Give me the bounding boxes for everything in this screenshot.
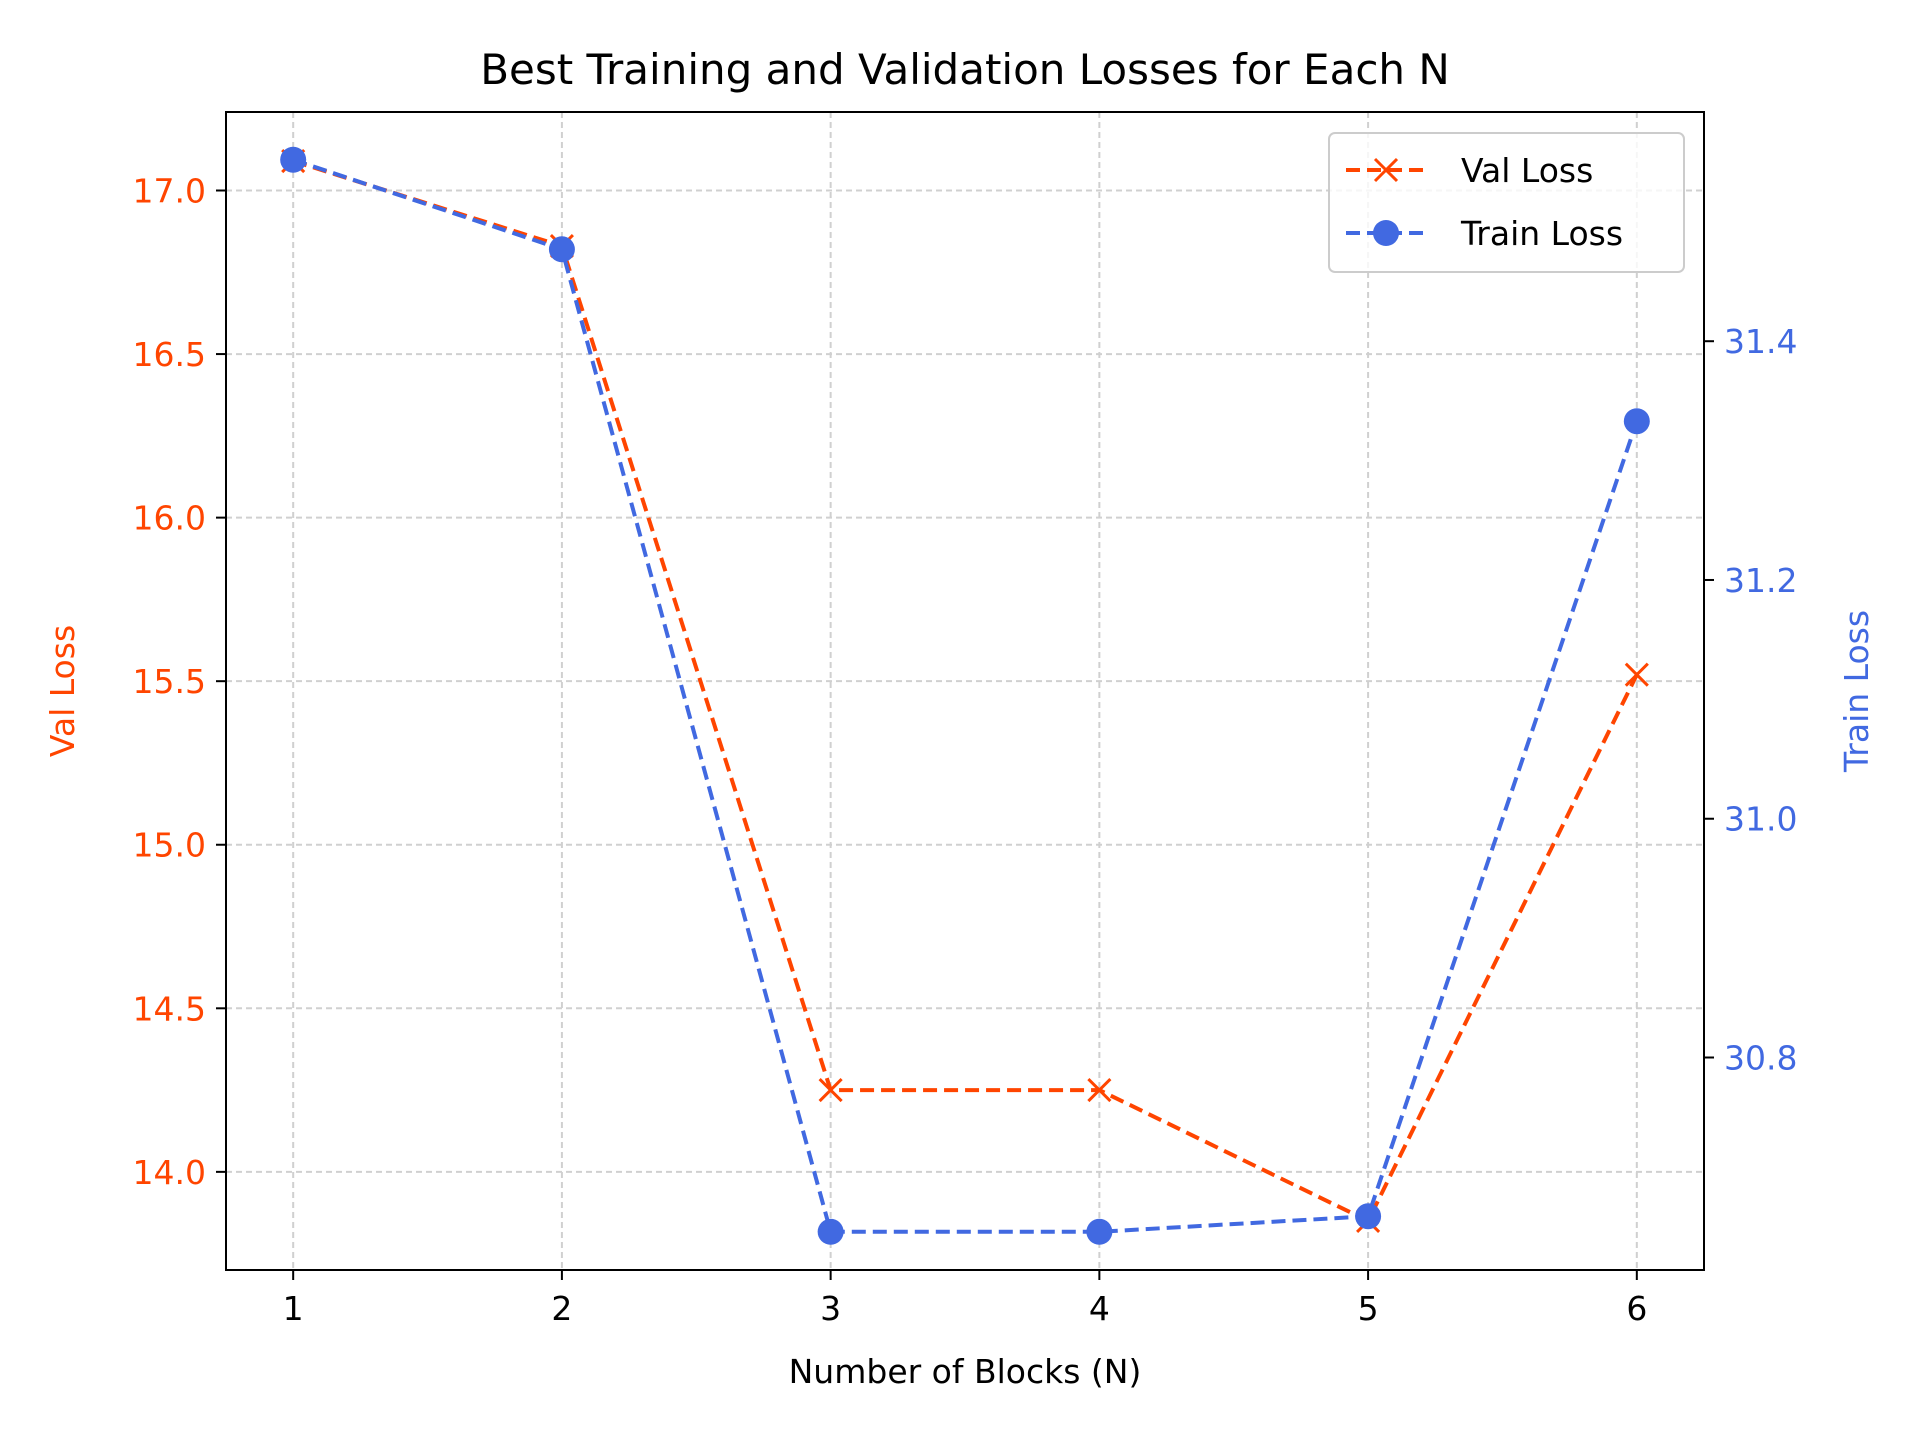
x-tick-label: 3 <box>820 1289 841 1328</box>
y-right-tick-label: 31.4 <box>1724 322 1797 361</box>
val-loss-point <box>1087 1078 1112 1103</box>
x-tick-label: 2 <box>551 1289 572 1328</box>
train-loss-point <box>1086 1218 1113 1245</box>
legend-item-train-loss: Train Loss <box>1346 214 1623 253</box>
train-loss-point <box>1355 1203 1382 1230</box>
y-right-tick-label: 31.2 <box>1724 561 1797 600</box>
axes-layer: 1 2 3 4 5 6 14.0 14.5 15.0 15.5 16.0 16.5 17.0 30.8 31… <box>133 172 1798 1328</box>
x-tick-label: 5 <box>1358 1289 1379 1328</box>
train-loss-point <box>548 236 575 263</box>
series-layer <box>280 146 1650 1245</box>
chart-title: Best Training and Validation Losses for … <box>480 45 1450 94</box>
y-right-tick-label: 31.0 <box>1724 800 1797 839</box>
train-loss-line <box>292 157 1639 1234</box>
train-loss-point <box>817 1218 844 1245</box>
x-axis-label: Number of Blocks (N) <box>789 1352 1142 1391</box>
legend-item-val-loss: Val Loss <box>1346 151 1593 190</box>
y-left-tick-label: 14.5 <box>133 989 206 1028</box>
legend-marker <box>1373 220 1399 246</box>
val-loss-point <box>1624 662 1649 687</box>
legend-label: Val Loss <box>1461 151 1593 190</box>
y-left-tick-label: 15.0 <box>133 826 206 865</box>
train-loss-point <box>1623 408 1650 435</box>
x-tick-label: 1 <box>283 1289 304 1328</box>
legend-label: Train Loss <box>1460 214 1623 253</box>
y-left-tick-label: 14.0 <box>133 1153 206 1192</box>
val-loss-point-stroke <box>818 1078 843 1103</box>
val-loss-point-stroke <box>1087 1078 1112 1103</box>
y-axis-right-label: Train Loss <box>1837 610 1876 773</box>
legend: Val Loss Train Loss <box>1328 132 1685 273</box>
plot-frame <box>225 111 1705 1271</box>
y-left-tick-label: 17.0 <box>133 172 206 211</box>
y-axis-left-label: Val Loss <box>43 625 82 757</box>
train-loss-point <box>280 146 307 173</box>
legend-box <box>1328 132 1685 273</box>
y-left-tick-label: 15.5 <box>133 662 206 701</box>
val-loss-line <box>292 159 1639 1224</box>
y-right-tick-label: 30.8 <box>1724 1039 1797 1078</box>
y-left-tick-label: 16.5 <box>133 335 206 374</box>
x-tick-label: 4 <box>1089 1289 1110 1328</box>
val-loss-point <box>818 1078 843 1103</box>
val-loss-point-stroke <box>1624 662 1649 687</box>
y-left-tick-label: 16.0 <box>133 499 206 538</box>
x-tick-label: 6 <box>1626 1289 1647 1328</box>
legend-marker <box>1373 157 1399 183</box>
